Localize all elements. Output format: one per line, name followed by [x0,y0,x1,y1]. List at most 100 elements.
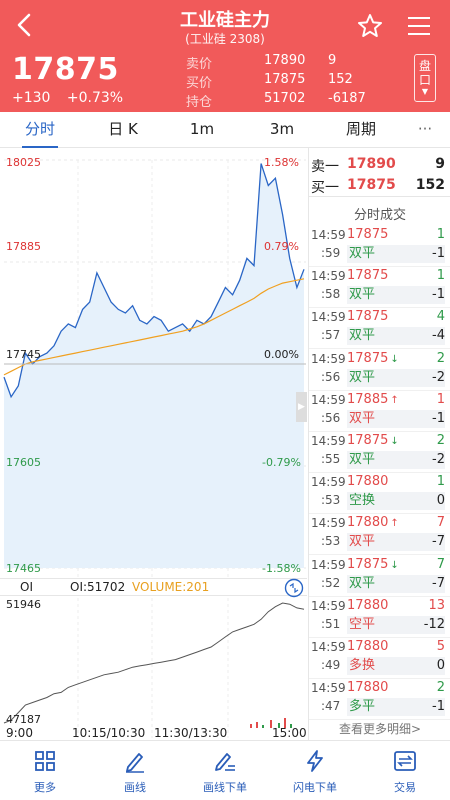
y-label-left-0: 18025 [6,156,41,169]
trade-qty: 1 [436,474,445,490]
oi-line [3,602,305,724]
trade-type: 双平 [347,451,445,469]
arrow-down-icon: ↓ [390,559,399,571]
trade-seconds: :52 [321,575,341,590]
trade-time: 14:59 [311,351,346,366]
tab-3m[interactable]: 3m [269,120,295,138]
trade-oi-change: 0 [436,493,445,509]
pankou-button[interactable]: 盘口 ▼ [414,54,436,102]
trade-price: 17880 [347,474,389,490]
tab-daily-k[interactable]: 日 K [108,120,138,138]
trade-oi-change: -1 [432,287,445,303]
arrow-down-icon: ↓ [390,353,399,365]
chart-svg [3,159,306,738]
volume-bar [284,718,286,728]
y-label-right-1: 0.79% [264,240,299,253]
trade-time: 14:59 [311,228,346,242]
trade-qty: 7 [436,556,445,572]
trade-seconds: :56 [321,410,341,425]
trade-type: 双平 [347,533,445,552]
menu-icon[interactable] [406,14,432,38]
trade-type: 空平 [347,615,445,634]
trade-price: 17875 [347,227,389,242]
trade-row: 14:59:51 17880 13 空平 -12 [309,597,450,638]
trade-oi-change: -2 [432,369,445,385]
trade-row: 14:59:52 17875 ↓ 7 双平 -7 [309,556,450,597]
trade-qty: 2 [436,433,445,448]
back-arrow-icon[interactable] [10,10,40,40]
trade-seconds: :56 [321,369,341,384]
trade-row: 14:59:49 17880 5 多换 0 [309,638,450,679]
trade-oi-change: -7 [432,534,445,550]
y-label-right-4: -1.58% [262,562,301,575]
trade-row: 14:59:53 17880 1 空换 0 [309,473,450,515]
average-line [3,278,305,376]
trade-row: 14:59:57 17875 4 双平 -4 [309,308,450,350]
trade-price: 17875 [347,309,389,325]
trade-type: 多换 [347,657,445,675]
intraday-chart[interactable]: 18025 17885 17745 17605 17465 1.58% 0.79… [0,148,307,740]
volume-bar [250,724,252,728]
trade-price: 17880 [347,680,389,696]
trade-time: 14:59 [311,392,346,407]
trade-type: 双平 [347,574,445,593]
price-area [4,163,304,568]
exchange-icon [394,751,416,771]
lightning-icon [307,750,323,772]
trade-time: 14:59 [311,434,346,448]
header: 工业硅主力 (工业硅 2308) 17875 +130 +0.73% 卖价 17… [0,0,450,112]
page-title: 工业硅主力 [180,10,270,31]
star-icon[interactable] [356,12,384,40]
x-label-1: 10:15/10:30 [72,726,146,740]
collapse-panel-toggle[interactable]: ▶ [296,392,307,422]
tab-intraday[interactable]: 分时 [20,112,60,148]
volume-bar [290,724,292,728]
y-label-left-2: 17745 [6,348,41,361]
trade-oi-change: -2 [432,452,445,467]
toolbar-trade-button[interactable]: 交易 [360,741,450,800]
trade-qty: 1 [436,268,445,284]
trade-qty: 7 [436,515,445,531]
tab-period[interactable]: 周期 [345,120,376,138]
volume-bar [270,720,272,728]
trade-row: 14:59:56 17885 ↑ 1 双平 -1 [309,391,450,432]
refresh-circle-icon[interactable] [284,578,304,598]
toolbar-lightning-order-button[interactable]: 闪电下单 [270,741,360,800]
trade-type: 双平 [347,368,445,387]
trade-price: 17875 [347,268,389,284]
toolbar-draw-button[interactable]: 画线 [90,741,180,800]
trade-row: 14:59:55 17875 ↓ 2 双平 -2 [309,432,450,473]
trade-seconds: :57 [321,328,341,343]
trade-panel: 卖一 17890 9 买一 17875 152 分时成交 14:59:59 178… [308,148,450,740]
oi-bottom-label: 47187 [6,713,41,726]
trade-row: 14:59:47 17880 2 多平 -1 [309,679,450,721]
trade-time: 14:59 [311,640,346,654]
arrow-down-icon: ↓ [390,436,399,447]
trade-type: 双平 [347,286,445,305]
tab-1m[interactable]: 1m [189,120,215,138]
view-more-link[interactable]: 查看更多明细> [338,722,422,736]
tab-more[interactable]: ··· [417,120,433,138]
x-label-0: 9:00 [6,726,33,740]
change-value: +130 [12,90,51,106]
oi-top-label: 51946 [6,598,41,611]
toolbar-more-button[interactable]: 更多 [0,741,90,800]
trade-seconds: :55 [321,452,341,466]
trade-seconds: :58 [321,287,341,302]
volume-value: VOLUME:201 [132,580,210,594]
period-tabs: 分时 日 K 1m 3m 周期 ··· [0,112,450,148]
y-label-left-1: 17885 [6,240,41,253]
volume-bar [262,725,264,728]
change-percent: +0.73% [66,90,124,106]
y-label-right-2: 0.00% [264,348,299,361]
trade-oi-change: -1 [432,699,445,715]
trade-qty: 13 [428,597,445,613]
x-label-2: 11:30/13:30 [154,726,228,740]
pen-icon [126,753,144,773]
trade-oi-change: -12 [423,616,445,632]
trade-qty: 5 [436,639,445,654]
volume-bar [278,723,280,728]
trade-price: 17875 ↓ [347,350,399,366]
y-label-right-3: -0.79% [262,456,301,469]
toolbar-draw-order-button[interactable]: 画线下单 [180,741,270,800]
